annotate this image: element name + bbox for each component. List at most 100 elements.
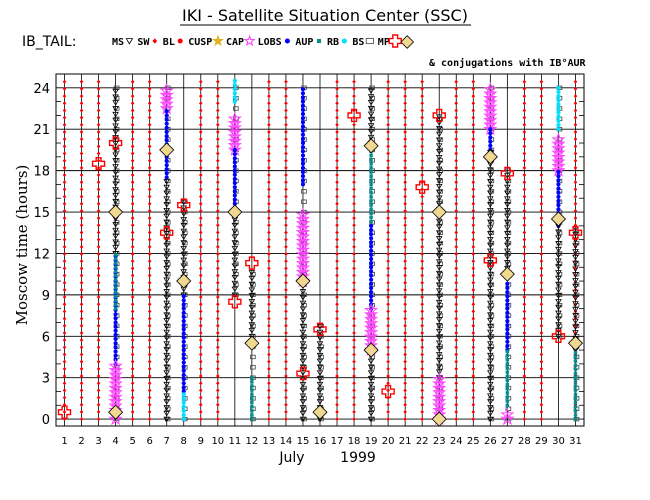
sw-point [267,223,271,228]
ms-point [435,311,443,318]
sw-point [522,180,527,185]
lobs-point [181,360,186,365]
sw-point [403,244,407,249]
sw-point [284,223,288,228]
lobs-point [368,232,374,237]
sw-point [403,409,407,414]
sw-point [62,259,67,264]
sw-point [386,230,390,235]
ms-point [435,125,443,132]
sw-point [147,295,152,300]
sw-point [267,237,271,242]
sw-point [216,201,220,206]
sw-point [147,86,152,91]
ms-point [316,341,324,347]
ms-point [367,399,375,405]
aup-point [369,166,373,170]
sw-point [96,366,101,371]
ms-point [572,243,579,249]
sw-point [147,223,152,228]
lobs-point [368,290,374,295]
sw-point [79,259,84,264]
ms-point [555,229,562,236]
sw-point [335,330,339,335]
sw-point [403,108,407,113]
y-tick-label: 3 [42,372,50,387]
lobs-point [300,107,306,112]
ms-point [555,275,562,282]
sw-point [130,323,135,328]
lobs-point [181,352,186,357]
sw-point [335,86,339,91]
sw-point [284,158,288,163]
ms-point [504,173,511,179]
bs-point [488,261,495,266]
sw-point [386,266,390,271]
ms-point [112,117,119,124]
sw-point [96,309,101,314]
ms-point [572,301,579,307]
ms-point [504,260,511,266]
sw-point [147,287,152,292]
sw-point [573,86,578,91]
sw-point [335,323,339,328]
ms-point [299,381,307,388]
legend-label-cusp: CUSP [188,37,212,48]
ms-point [248,310,256,317]
cap-point [295,207,311,221]
ms-point [316,347,324,353]
sw-point [386,316,390,321]
sw-point [130,216,135,221]
ms-point [435,334,443,341]
sw-point [573,295,578,300]
lobs-point [181,335,186,340]
sw-point [147,309,152,314]
y-tick-label: 12 [33,247,50,262]
conjugation-marker [227,204,243,220]
lobs-point [232,185,237,190]
lobs-point [505,327,510,332]
x-tick-label: 23 [433,436,446,447]
ms-point [163,236,171,243]
sw-point [62,115,67,120]
sw-point [79,302,84,307]
sw-point [130,187,135,192]
aup-point [250,392,254,396]
sw-point [130,374,135,379]
sw-point [573,173,578,178]
sw-point [96,381,101,386]
lobs-point [232,160,237,165]
aup-point [113,269,118,274]
cap-point [483,99,498,114]
sw-point [267,309,271,314]
lobs-point [368,294,374,299]
sw-point [471,402,476,407]
ms-point [487,416,494,423]
sw-point [96,173,101,178]
sw-point [216,194,220,199]
sw-point [130,395,135,400]
sw-point [539,295,544,300]
sw-point [62,345,67,350]
sw-point [386,359,390,364]
sw-point [79,115,84,120]
lobs-point [164,117,169,122]
sw-point [454,137,459,142]
sw-point [198,230,203,235]
sw-point [147,79,152,84]
sw-point [352,79,356,84]
ms-point [487,294,494,301]
sw-point [198,366,203,371]
cap-point [108,393,123,408]
sw-point [420,122,424,127]
aup-point [113,294,118,298]
lobs-point [368,265,374,270]
sw-point [471,381,476,386]
sw-point [539,216,544,221]
sw-point [284,101,288,106]
sw-point [522,94,527,99]
sw-point [198,381,203,386]
ms-point [180,263,188,270]
sw-point [454,259,459,264]
aup-point [113,290,118,294]
